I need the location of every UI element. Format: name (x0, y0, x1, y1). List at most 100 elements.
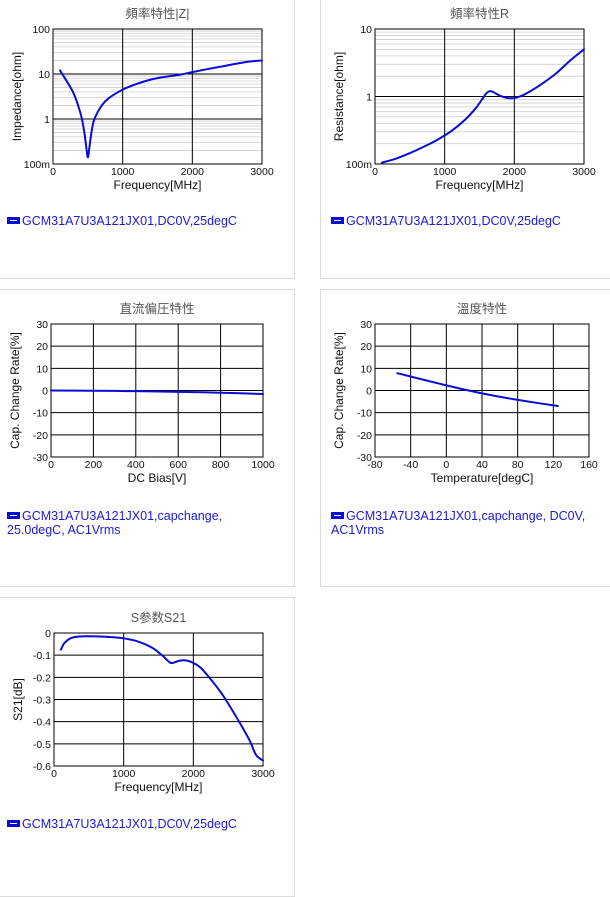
x-tick-label: 0 (372, 166, 378, 178)
x-tick-label: 2000 (182, 768, 206, 780)
legend-label: GCM31A7U3A121JX01,capchange, 25.0degC, A… (7, 509, 223, 537)
x-tick-label: 0 (443, 459, 449, 471)
series-line (50, 389, 264, 396)
y-tick-label: -0.2 (33, 672, 51, 684)
chart-title: 溫度特性 (457, 301, 507, 316)
x-tick-label: 40 (476, 459, 488, 471)
x-tick-label: 1000 (111, 166, 135, 178)
plot-frame (52, 28, 263, 165)
y-tick-label: -0.6 (33, 761, 51, 773)
chart-panel-dc-bias: 0 200 400 600 800 1000 -30 -20 -10 0 10 20 30 直流偏圧特性 D… (0, 289, 295, 587)
legend-label: GCM31A7U3A121JX01,DC0V,25degC (22, 214, 237, 228)
x-axis-label: Frequency[MHz] (113, 178, 201, 192)
y-tick-label: 30 (360, 319, 372, 331)
y-tick-label: -0.3 (33, 695, 51, 707)
chart-panel-temperature: -80 -40 0 40 80 120 160 -30 -20 -10 0 10 20 30 溫度特性 Tem… (320, 289, 610, 587)
chart-title: S参数S21 (131, 610, 187, 625)
legend-entry-impedance[interactable]: GCM31A7U3A121JX01,DC0V,25degC (7, 214, 292, 228)
y-tick-label: -30 (357, 452, 372, 464)
x-tick-label: 3000 (251, 768, 275, 780)
y-tick-label: -10 (357, 408, 372, 420)
x-tick-label: 120 (545, 459, 563, 471)
legend-entry-dc-bias[interactable]: GCM31A7U3A121JX01,capchange, 25.0degC, A… (7, 509, 247, 537)
y-axis-label: Resistance[ohm] (332, 52, 346, 141)
series-line (59, 635, 264, 762)
x-tick-label: 3000 (250, 166, 274, 178)
y-tick-label: -10 (33, 408, 48, 420)
x-tick-label: 2000 (181, 166, 205, 178)
legend-swatch-icon (331, 217, 344, 225)
chart-title: 直流偏圧特性 (119, 301, 194, 316)
legend-swatch-icon (7, 512, 20, 520)
x-axis-label: Frequency[MHz] (435, 178, 523, 192)
x-tick-label: -40 (403, 459, 418, 471)
x-tick-label: 1000 (251, 459, 275, 471)
y-tick-label: 10 (36, 363, 48, 375)
y-tick-label: 1 (366, 92, 372, 104)
y-tick-label: 0 (366, 386, 372, 398)
chart-svg-dc-bias: 0 200 400 600 800 1000 -30 -20 -10 0 10 20 30 直流偏圧特性 D… (8, 301, 275, 485)
legend-label: GCM31A7U3A121JX01,capchange, DC0V, AC1Vr… (331, 509, 586, 537)
y-tick-label: 100 (32, 24, 50, 36)
y-tick-label: 10 (38, 69, 50, 81)
x-tick-label: 0 (50, 166, 56, 178)
y-tick-label: 10 (360, 363, 372, 375)
plot-frame (53, 632, 264, 767)
chart-svg-s21: 0 1000 2000 3000 -0.6 -0.5 -0.4 -0.3 -0.2 -0.1 0 S参… (11, 610, 275, 794)
y-axis-label: S21[dB] (11, 678, 25, 721)
series-line (58, 59, 263, 159)
y-tick-label: 0 (45, 628, 51, 640)
y-tick-label: -20 (357, 430, 372, 442)
y-axis-label: Impedance[ohm] (10, 52, 24, 141)
x-tick-label: 1000 (112, 768, 136, 780)
y-tick-label: 0 (42, 386, 48, 398)
y-tick-label: 30 (36, 319, 48, 331)
chart-svg-impedance: 0 1000 2000 3000 100m 1 10 100 頻率特性|Z| Frequency[… (10, 6, 274, 192)
x-tick-label: 600 (169, 459, 187, 471)
y-tick-label: -0.5 (33, 739, 51, 751)
y-axis-label: Cap. Change Rate[%] (8, 332, 22, 449)
chart-svg-resistance: 0 1000 2000 3000 100m 1 10 頻率特性R Frequency[MHz] R… (332, 6, 596, 192)
x-tick-label: 1000 (433, 166, 457, 178)
y-tick-label: 100m (346, 159, 373, 171)
chart-svg-temperature: -80 -40 0 40 80 120 160 -30 -20 -10 0 10 20 30 溫度特性 Tem… (332, 301, 598, 485)
chart-panel-impedance: 0 1000 2000 3000 100m 1 10 100 頻率特性|Z| Frequency[… (0, 0, 295, 279)
legend-swatch-icon (331, 512, 344, 520)
y-tick-label: 1 (44, 114, 50, 126)
y-tick-label: 10 (360, 24, 372, 36)
x-axis-label: Frequency[MHz] (114, 780, 202, 794)
legend-entry-s21[interactable]: GCM31A7U3A121JX01,DC0V,25degC (7, 817, 292, 831)
y-tick-label: 100m (24, 159, 51, 171)
y-tick-label: -0.4 (33, 717, 51, 729)
x-tick-label: 80 (512, 459, 524, 471)
x-tick-label: 0 (51, 768, 57, 780)
x-tick-label: 200 (85, 459, 103, 471)
x-tick-label: -80 (367, 459, 382, 471)
y-tick-label: -30 (33, 452, 48, 464)
legend-swatch-icon (7, 217, 20, 225)
chart-title: 頻率特性|Z| (125, 6, 189, 21)
chart-title: 頻率特性R (450, 6, 509, 21)
legend-label: GCM31A7U3A121JX01,DC0V,25degC (22, 817, 237, 831)
legend-swatch-icon (7, 820, 20, 828)
legend-entry-temperature[interactable]: GCM31A7U3A121JX01,capchange, DC0V, AC1Vr… (331, 509, 606, 537)
plot-frame (374, 28, 585, 165)
chart-panel-resistance: 0 1000 2000 3000 100m 1 10 頻率特性R Frequency[MHz] R… (320, 0, 610, 279)
x-tick-label: 400 (127, 459, 145, 471)
chart-panel-s21: 0 1000 2000 3000 -0.6 -0.5 -0.4 -0.3 -0.2 -0.1 0 S参… (0, 597, 295, 897)
x-axis-label: Temperature[degC] (431, 471, 534, 485)
x-tick-label: 160 (580, 459, 598, 471)
series-line (380, 48, 585, 164)
x-tick-label: 2000 (503, 166, 527, 178)
x-tick-label: 3000 (572, 166, 596, 178)
y-axis-label: Cap. Change Rate[%] (332, 332, 346, 449)
x-axis-label: DC Bias[V] (128, 471, 187, 485)
legend-label: GCM31A7U3A121JX01,DC0V,25degC (346, 214, 561, 228)
x-tick-label: 800 (212, 459, 230, 471)
plot-frame (374, 323, 590, 458)
y-tick-label: 20 (360, 341, 372, 353)
y-tick-label: -0.1 (33, 650, 51, 662)
legend-entry-resistance[interactable]: GCM31A7U3A121JX01,DC0V,25degC (331, 214, 610, 228)
series-line (396, 372, 559, 408)
x-tick-label: 0 (48, 459, 54, 471)
